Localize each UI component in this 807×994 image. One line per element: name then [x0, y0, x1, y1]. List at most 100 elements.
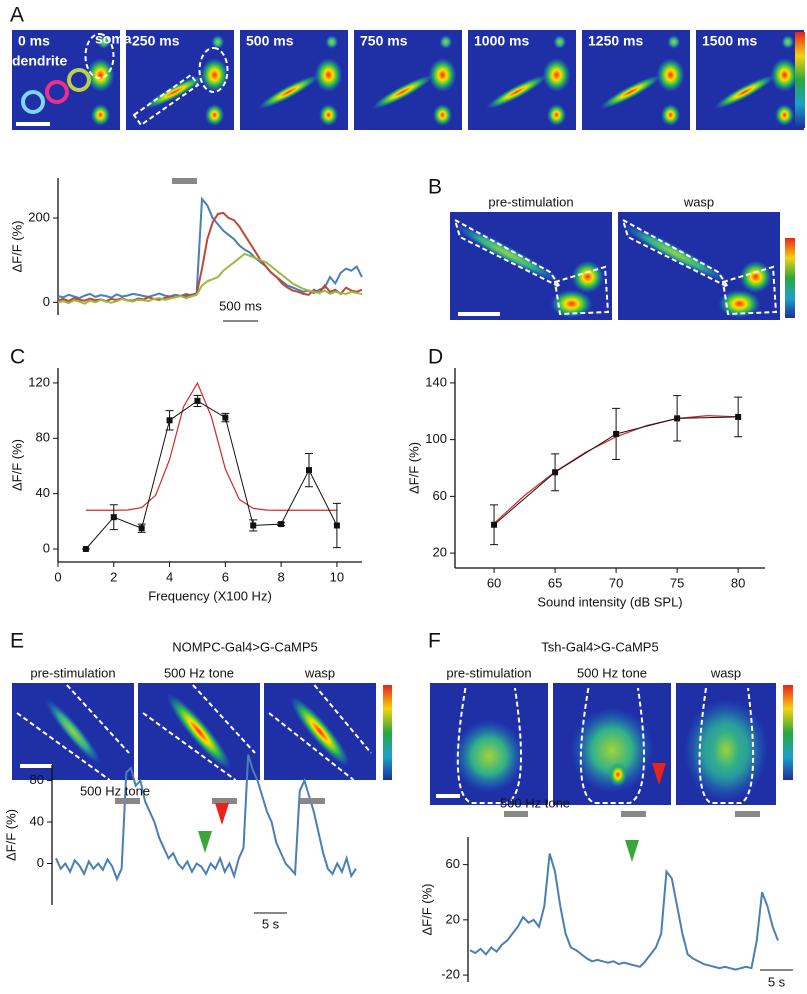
panel-label: B — [428, 176, 442, 199]
signal — [453, 719, 525, 793]
signal — [546, 104, 567, 126]
time-label: 750 ms — [360, 33, 408, 49]
x-tick-label: 2 — [110, 569, 117, 584]
y-tick-label: -20 — [441, 967, 460, 982]
trace — [57, 196, 363, 300]
signal — [200, 58, 229, 92]
time-label: 250 ms — [132, 33, 180, 49]
image-label: wasp — [304, 665, 335, 680]
scale-label: 5 s — [262, 916, 280, 931]
signal — [570, 707, 654, 793]
signal — [781, 35, 795, 49]
signal — [667, 35, 681, 49]
y-tick-label: 60 — [446, 856, 460, 871]
signal — [432, 104, 453, 126]
arrowhead — [198, 831, 212, 853]
y-tick-label: 20 — [433, 545, 447, 560]
signal — [553, 35, 567, 49]
image-label: wasp — [683, 194, 714, 209]
colorbar — [785, 238, 795, 318]
point — [194, 397, 201, 404]
panel-label: C — [10, 346, 25, 369]
signal — [90, 104, 111, 126]
signal — [542, 58, 571, 92]
roi-outline — [721, 265, 778, 316]
signal — [770, 58, 799, 92]
signal — [325, 35, 339, 49]
y-tick-label: 40 — [36, 485, 50, 500]
point — [250, 522, 257, 529]
roi-outline — [621, 217, 731, 290]
time-label: 0 ms — [18, 33, 50, 49]
x-tick-label: 80 — [731, 575, 745, 590]
y-tick-label: 80 — [30, 772, 44, 787]
signal — [166, 693, 232, 770]
y-tick-label: 140 — [425, 374, 447, 389]
point — [333, 522, 340, 529]
image-label: pre-stimulation — [446, 665, 531, 680]
y-axis-label: ΔF/F (%) — [419, 883, 434, 935]
image-label: 500 Hz tone — [164, 665, 234, 680]
signal — [550, 289, 593, 318]
stimulus-label: 500 Hz tone — [80, 783, 150, 798]
time-label: 1250 ms — [588, 33, 643, 49]
roi-ring — [67, 68, 91, 92]
signal — [701, 713, 751, 787]
roi-outline — [16, 712, 111, 781]
data-line — [85, 400, 338, 550]
arrowhead — [215, 803, 229, 825]
image-label: 500 Hz tone — [577, 665, 647, 680]
signal — [257, 74, 320, 110]
x-axis-label: Sound intensity (dB SPL) — [537, 594, 682, 609]
arrowhead — [625, 840, 639, 862]
roi-ring — [45, 80, 69, 104]
signal — [485, 74, 548, 110]
roi-outline — [579, 687, 645, 804]
fit-curve — [85, 381, 337, 511]
roi-outline — [453, 217, 563, 290]
y-tick-label: 0 — [37, 855, 44, 870]
signal — [314, 58, 343, 92]
panel-label: D — [428, 346, 443, 369]
x-tick-label: 6 — [222, 569, 229, 584]
colorbar — [383, 685, 392, 780]
y-axis-label: ΔF/F (%) — [9, 220, 24, 272]
y-tick-label: 0 — [43, 294, 50, 309]
signal — [718, 289, 761, 318]
trace — [57, 252, 363, 305]
y-tick-label: 20 — [446, 911, 460, 926]
y-axis-label: ΔF/F (%) — [9, 439, 24, 491]
y-tick-label: 80 — [36, 430, 50, 445]
signal — [571, 260, 604, 293]
panel-label: A — [10, 4, 24, 27]
roi-outline — [313, 684, 372, 754]
image-label: wasp — [710, 665, 741, 680]
signal — [44, 698, 102, 765]
panel-title: Tsh-Gal4>G-CaMP5 — [541, 639, 658, 654]
x-tick-label: 4 — [166, 569, 173, 584]
roi-outline — [142, 712, 237, 781]
signal — [599, 74, 662, 110]
roi-outline — [268, 712, 355, 781]
y-tick-label: 60 — [433, 488, 447, 503]
signal — [204, 104, 225, 126]
signal — [318, 104, 339, 126]
point — [138, 525, 145, 532]
x-tick-label: 0 — [54, 569, 61, 584]
point — [674, 415, 681, 422]
point — [110, 514, 117, 521]
point — [306, 467, 313, 474]
point — [278, 521, 285, 528]
signal — [86, 58, 115, 92]
point — [552, 469, 559, 476]
signal — [774, 104, 795, 126]
signal — [290, 696, 350, 767]
image-label: pre-stimulation — [488, 194, 573, 209]
x-tick-label: 75 — [670, 575, 684, 590]
roi-outline — [456, 687, 522, 804]
x-tick-label: 65 — [548, 575, 562, 590]
roi-ring — [21, 90, 45, 114]
y-tick-label: 100 — [425, 431, 447, 446]
signal — [660, 104, 681, 126]
